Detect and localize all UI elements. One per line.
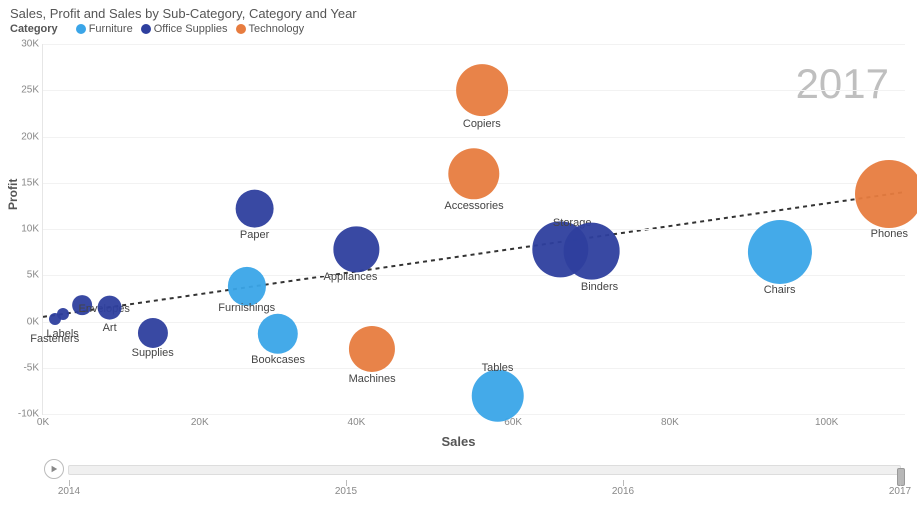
bubble-label: Bookcases xyxy=(251,354,305,366)
x-tick-label: 80K xyxy=(661,417,679,428)
legend-swatch xyxy=(236,24,246,34)
bubble[interactable] xyxy=(228,267,266,305)
gridline xyxy=(43,44,905,45)
bubble-label: Tables xyxy=(482,362,514,374)
play-button[interactable] xyxy=(44,459,64,479)
bubble-label: Chairs xyxy=(764,284,796,296)
y-tick-label: 30K xyxy=(13,39,39,50)
y-tick-label: 10K xyxy=(13,224,39,235)
x-axis-label: Sales xyxy=(0,434,917,449)
x-tick-label: 0K xyxy=(37,417,49,428)
slider-handle[interactable] xyxy=(897,468,905,486)
bubble[interactable] xyxy=(456,64,508,116)
bubble[interactable] xyxy=(471,369,524,422)
bubble-label: Paper xyxy=(240,229,269,241)
play-icon xyxy=(50,465,58,473)
gridline xyxy=(43,322,905,323)
slider-tick-label: 2014 xyxy=(58,486,80,497)
legend-label: Category xyxy=(10,23,58,35)
legend-item-label: Office Supplies xyxy=(154,23,228,35)
bubble-label: Copiers xyxy=(463,118,501,130)
bubble-label: Furnishings xyxy=(218,302,275,314)
bubble[interactable] xyxy=(235,189,274,228)
bubble-label: Supplies xyxy=(132,347,174,359)
y-tick-label: 0K xyxy=(13,316,39,327)
bubble[interactable] xyxy=(138,318,168,348)
y-tick-label: 25K xyxy=(13,85,39,96)
bubble[interactable] xyxy=(57,308,69,320)
bubble[interactable] xyxy=(97,295,122,320)
bubble-label: Binders xyxy=(581,281,618,293)
bubble[interactable] xyxy=(334,227,379,272)
x-tick-label: 100K xyxy=(815,417,838,428)
y-tick-label: -10K xyxy=(13,409,39,420)
gridline xyxy=(43,414,905,415)
bubble[interactable] xyxy=(258,313,298,353)
legend: Category Furniture Office Supplies Technol… xyxy=(0,23,917,37)
legend-item-label: Technology xyxy=(249,23,305,35)
bubble-label: Art xyxy=(103,322,117,334)
y-tick-label: 20K xyxy=(13,131,39,142)
slider-tick-label: 2016 xyxy=(612,486,634,497)
x-tick-label: 40K xyxy=(348,417,366,428)
bubble-label: Labels xyxy=(46,328,78,340)
slider-tick-label: 2015 xyxy=(335,486,357,497)
year-slider[interactable]: 2014201520162017 xyxy=(44,459,905,489)
legend-swatch xyxy=(76,24,86,34)
gridline xyxy=(43,368,905,369)
x-tick-label: 20K xyxy=(191,417,209,428)
y-tick-label: -5K xyxy=(13,362,39,373)
bubble[interactable] xyxy=(748,220,812,284)
chart-title: Sales, Profit and Sales by Sub-Category,… xyxy=(0,0,917,23)
bubble[interactable] xyxy=(448,148,499,199)
gridline xyxy=(43,137,905,138)
bubble[interactable] xyxy=(855,160,917,228)
bubble[interactable] xyxy=(563,223,620,280)
bubble-label: Machines xyxy=(349,373,396,385)
slider-tick-label: 2017 xyxy=(889,486,911,497)
slider-track[interactable]: 2014201520162017 xyxy=(68,465,901,475)
bubble-label: Phones xyxy=(871,228,908,240)
legend-item-label: Furniture xyxy=(89,23,133,35)
bubble-label: Appliances xyxy=(324,271,378,283)
y-tick-label: 15K xyxy=(13,177,39,188)
legend-swatch xyxy=(141,24,151,34)
bubble[interactable] xyxy=(349,326,395,372)
bubble-label: Accessories xyxy=(444,200,503,212)
scatter-chart: -10K-5K0K5K10K15K20K25K30K0K20K40K60K80K… xyxy=(42,44,905,415)
y-tick-label: 5K xyxy=(13,270,39,281)
